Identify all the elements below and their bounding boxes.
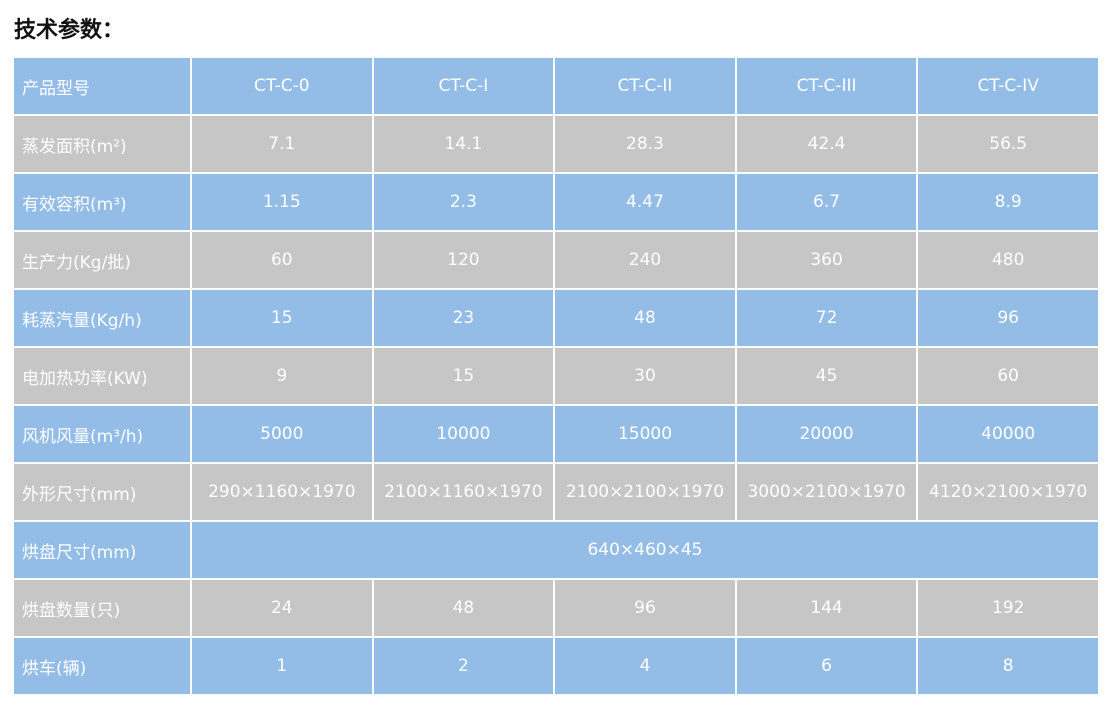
cell: 15 bbox=[373, 348, 554, 404]
cell: 480 bbox=[918, 232, 1098, 288]
table-row: 烘盘数量(只) 24 48 96 144 192 bbox=[14, 580, 1098, 636]
row-label: 电加热功率(KW) bbox=[14, 348, 190, 404]
cell: 23 bbox=[373, 290, 554, 346]
cell: 40000 bbox=[918, 406, 1098, 462]
cell: 4.47 bbox=[555, 174, 735, 230]
table-row: 产品型号 CT-C-0 CT-C-I CT-C-II CT-C-III CT-C-IV bbox=[14, 58, 1098, 114]
cell: CT-C-0 bbox=[192, 58, 372, 114]
row-label: 耗蒸汽量(Kg/h) bbox=[14, 290, 190, 346]
cell: 6 bbox=[736, 638, 917, 694]
cell: 96 bbox=[918, 290, 1098, 346]
cell: 1 bbox=[192, 638, 372, 694]
table-row: 生产力(Kg/批) 60 120 240 360 480 bbox=[14, 232, 1098, 288]
table-row: 蒸发面积(m²) 7.1 14.1 28.3 42.4 56.5 bbox=[14, 116, 1098, 172]
cell: 192 bbox=[918, 580, 1098, 636]
cell: 240 bbox=[555, 232, 735, 288]
cell: 42.4 bbox=[736, 116, 917, 172]
cell: 9 bbox=[192, 348, 372, 404]
table-row: 外形尺寸(mm) 290×1160×1970 2100×1160×1970 2100×… bbox=[14, 464, 1098, 520]
cell: 4 bbox=[555, 638, 735, 694]
cell: 2 bbox=[373, 638, 554, 694]
cell: 144 bbox=[736, 580, 917, 636]
cell: 56.5 bbox=[918, 116, 1098, 172]
table-row: 耗蒸汽量(Kg/h) 15 23 48 72 96 bbox=[14, 290, 1098, 346]
cell: 2100×2100×1970 bbox=[555, 464, 735, 520]
cell: 48 bbox=[555, 290, 735, 346]
cell: 290×1160×1970 bbox=[192, 464, 372, 520]
cell: 7.1 bbox=[192, 116, 372, 172]
cell: 1.15 bbox=[192, 174, 372, 230]
cell: 60 bbox=[192, 232, 372, 288]
table-row: 电加热功率(KW) 9 15 30 45 60 bbox=[14, 348, 1098, 404]
cell: 72 bbox=[736, 290, 917, 346]
cell: CT-C-IV bbox=[918, 58, 1098, 114]
cell: 15 bbox=[192, 290, 372, 346]
table-row: 烘车(辆) 1 2 4 6 8 bbox=[14, 638, 1098, 694]
row-label: 外形尺寸(mm) bbox=[14, 464, 190, 520]
cell: 8 bbox=[918, 638, 1098, 694]
cell: 15000 bbox=[555, 406, 735, 462]
cell: 8.9 bbox=[918, 174, 1098, 230]
cell: 5000 bbox=[192, 406, 372, 462]
row-label: 蒸发面积(m²) bbox=[14, 116, 190, 172]
cell: CT-C-II bbox=[555, 58, 735, 114]
cell: 20000 bbox=[736, 406, 917, 462]
cell: 96 bbox=[555, 580, 735, 636]
cell: 6.7 bbox=[736, 174, 917, 230]
cell: 120 bbox=[373, 232, 554, 288]
cell: CT-C-III bbox=[736, 58, 917, 114]
row-label: 风机风量(m³/h) bbox=[14, 406, 190, 462]
title: 技术参数： bbox=[14, 18, 125, 43]
cell: 2100×1160×1970 bbox=[373, 464, 554, 520]
cell: 48 bbox=[373, 580, 554, 636]
spec-table: 产品型号 CT-C-0 CT-C-I CT-C-II CT-C-III CT-C-IV 蒸发… bbox=[12, 56, 1100, 696]
cell: 28.3 bbox=[555, 116, 735, 172]
cell: 24 bbox=[192, 580, 372, 636]
cell: 14.1 bbox=[373, 116, 554, 172]
row-label: 烘车(辆) bbox=[14, 638, 190, 694]
table-body: 产品型号 CT-C-0 CT-C-I CT-C-II CT-C-III CT-C-IV 蒸发… bbox=[14, 58, 1098, 694]
table-row: 风机风量(m³/h) 5000 10000 15000 20000 40000 bbox=[14, 406, 1098, 462]
cell: CT-C-I bbox=[373, 58, 554, 114]
row-label: 产品型号 bbox=[14, 58, 190, 114]
cell: 30 bbox=[555, 348, 735, 404]
row-label: 烘盘尺寸(mm) bbox=[14, 522, 190, 578]
cell: 10000 bbox=[373, 406, 554, 462]
cell: 640×460×45 bbox=[192, 522, 1098, 578]
cell: 3000×2100×1970 bbox=[736, 464, 917, 520]
table-row: 有效容积(m³) 1.15 2.3 4.47 6.7 8.9 bbox=[14, 174, 1098, 230]
cell: 45 bbox=[736, 348, 917, 404]
table-row: 烘盘尺寸(mm) 640×460×45 bbox=[14, 522, 1098, 578]
cell: 4120×2100×1970 bbox=[918, 464, 1098, 520]
cell: 2.3 bbox=[373, 174, 554, 230]
row-label: 生产力(Kg/批) bbox=[14, 232, 190, 288]
row-label: 有效容积(m³) bbox=[14, 174, 190, 230]
cell: 360 bbox=[736, 232, 917, 288]
row-label: 烘盘数量(只) bbox=[14, 580, 190, 636]
cell: 60 bbox=[918, 348, 1098, 404]
